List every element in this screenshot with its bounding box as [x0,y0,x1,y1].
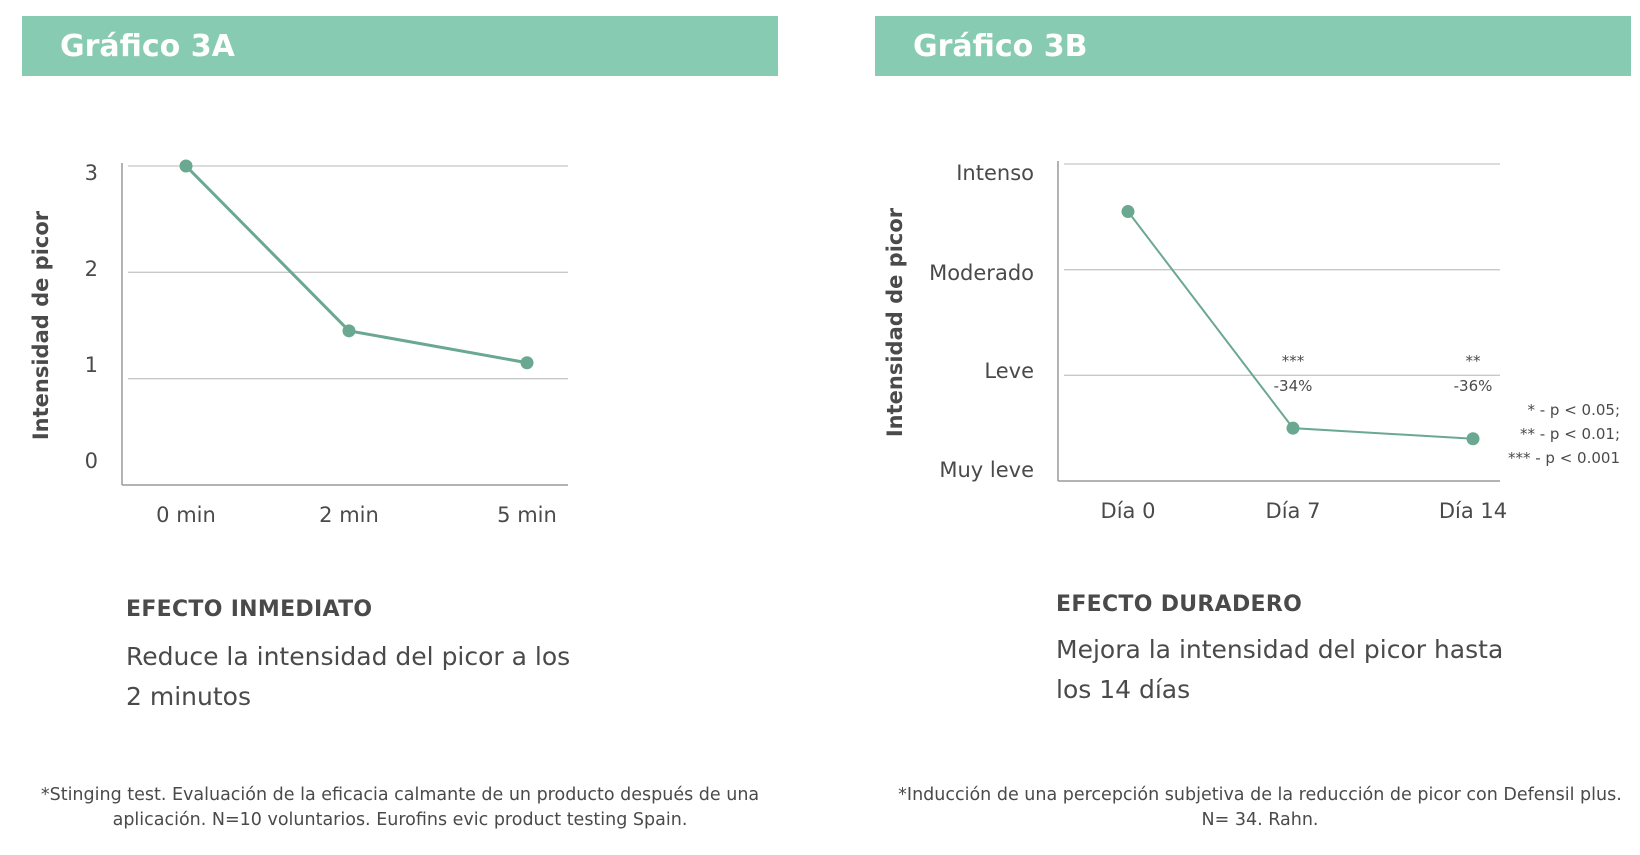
chart-b-footnote: *Inducción de una percepción subjetiva d… [898,785,1622,830]
chart-b-y-axis-label: Intensidad de picor [883,207,907,437]
chart-a-y-tick-label: 3 [85,161,98,185]
chart-a-header: Gráfico 3A [22,16,778,76]
chart-a-y-tick-label: 1 [85,353,98,377]
chart-b-y-tick-label: Leve [984,359,1034,383]
chart-a-x-tick-label: 5 min [497,503,557,527]
chart-a-y-axis-label: Intensidad de picor [29,210,53,440]
chart-b-x-tick-label: Día 7 [1266,499,1321,523]
chart-b-significance-legend-item: * - p < 0.05; [1527,401,1620,419]
chart-b-significance-legend-item: ** - p < 0.01; [1520,425,1620,443]
chart-b-significance-legend-item: *** - p < 0.001 [1508,449,1620,467]
chart-b-significance-label: *** [1282,352,1305,370]
chart-b-y-tick-label: Muy leve [939,458,1034,482]
chart-a-y-tick-label: 0 [85,449,98,473]
chart-a-section-body: Reduce la intensidad del picor a los 2 m… [126,642,571,711]
chart-b-y-tick-label: Intenso [956,161,1034,185]
chart-a-data-point [520,356,534,370]
chart-a-footnote: *Stinging test. Evaluación de la eficaci… [40,785,760,830]
chart-a-data-point [179,159,193,173]
chart-b-section-title: EFECTO DURADERO [1056,592,1303,617]
chart-a-data-point [342,324,356,338]
chart-b-y-tick-label: Moderado [929,261,1034,285]
chart-a-y-tick-label: 2 [85,257,98,281]
chart-a-section-title: EFECTO INMEDIATO [126,597,373,622]
chart-b-x-tick-label: Día 14 [1439,499,1507,523]
chart-b-x-tick-label: Día 0 [1101,499,1156,523]
chart-b-data-point [1286,421,1300,435]
chart-b-data-point [1121,205,1135,219]
chart-b-change-label: -36% [1454,377,1493,395]
chart-b-significance-label: ** [1466,352,1482,370]
chart-a-x-tick-label: 0 min [156,503,216,527]
chart-b-change-label: -34% [1274,377,1313,395]
chart-b-section-body: Mejora la intensidad del picor hasta los… [1056,635,1504,704]
chart-b-header: Gráfico 3B [875,16,1631,76]
chart-b-series-line [1127,210,1474,440]
chart-b-data-point [1466,432,1480,446]
chart-a-x-tick-label: 2 min [319,503,379,527]
